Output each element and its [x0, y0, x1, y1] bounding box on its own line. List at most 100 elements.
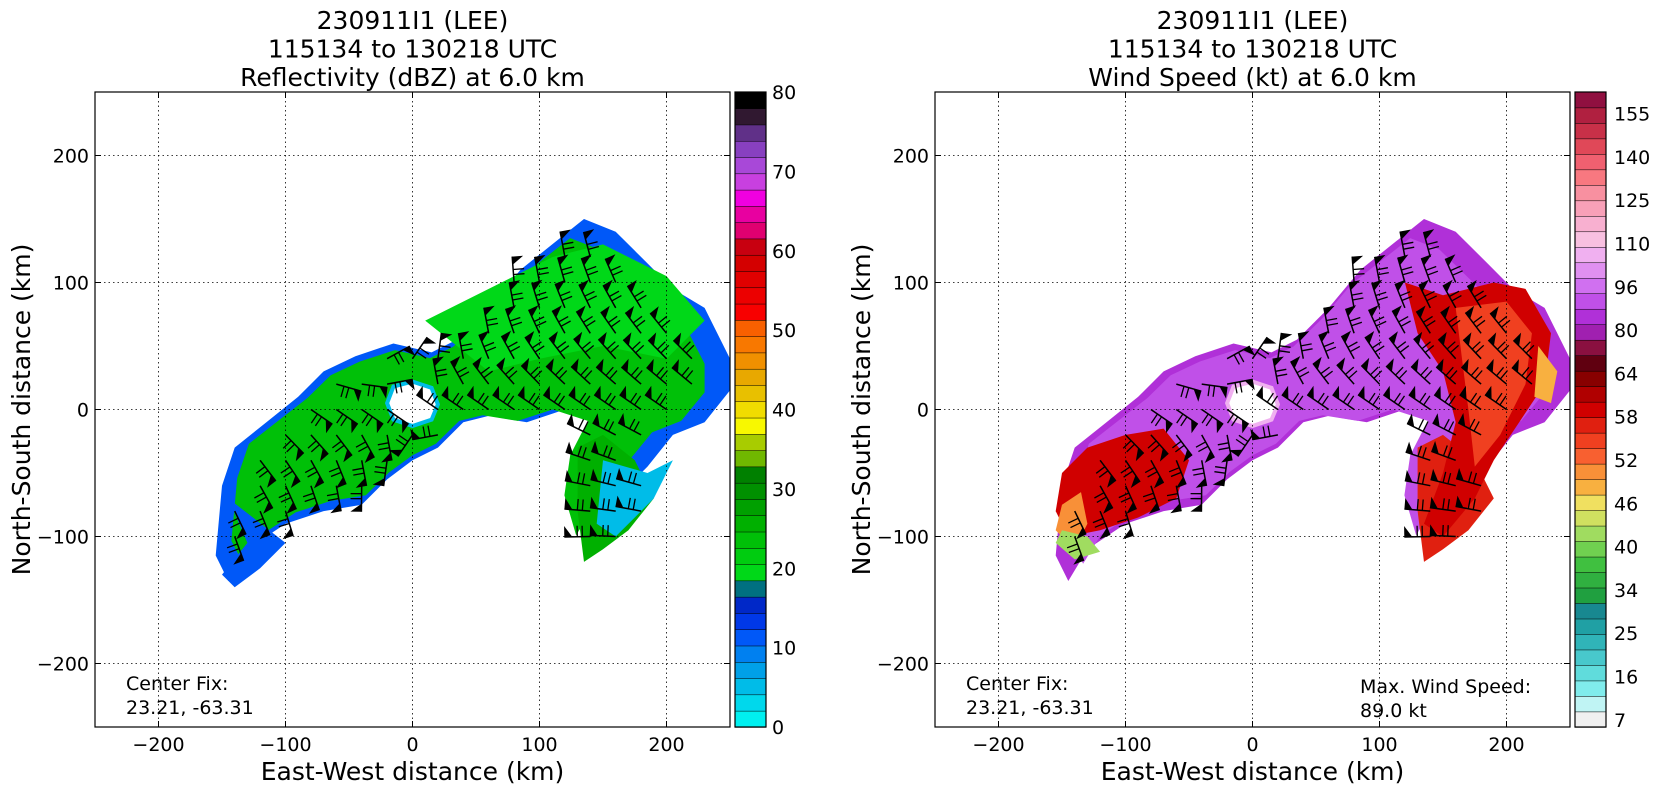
colorbar-segment [1574, 556, 1607, 573]
wind-barb [589, 496, 616, 512]
wind-barb [1364, 331, 1385, 360]
wind-barb [1175, 408, 1199, 434]
wind-barb [1457, 413, 1482, 436]
wind-barb [1226, 408, 1250, 434]
colorbar-segment [734, 629, 767, 647]
wind-barb [1360, 357, 1383, 385]
colorbar-segment [1574, 153, 1607, 171]
wind-barbs [226, 229, 695, 565]
wind-barb [1357, 385, 1380, 411]
colorbar-segment [734, 222, 767, 240]
wind-barb [1511, 359, 1534, 385]
wind-barb [565, 441, 591, 462]
wind-barb [1340, 330, 1361, 360]
chart-title-line: 230911I1 (LEE) [317, 6, 509, 35]
colorbar-segment [734, 238, 767, 256]
wind-barb [496, 357, 518, 385]
colorbar-segment [1574, 649, 1607, 666]
wind-barb [580, 254, 599, 283]
colorbar-segment [1574, 401, 1607, 418]
colorbar-tick-label: 80 [1614, 320, 1638, 342]
wind-barb [573, 331, 595, 360]
colorbar-tick-label: 155 [1614, 104, 1650, 126]
chart-title-line: 230911I1 (LEE) [1157, 6, 1349, 35]
colorbar-tick-label: 64 [1614, 363, 1638, 385]
wind-barb [350, 485, 363, 512]
x-tick-label: 100 [521, 734, 557, 756]
colorbar-segment [734, 189, 767, 207]
colorbar-segment [734, 270, 767, 289]
wind-barb [352, 460, 368, 488]
colorbar-segment [1574, 416, 1607, 434]
wind-barb [1318, 330, 1337, 359]
x-axis-label: East-West distance (km) [261, 757, 565, 786]
wind-barb [1166, 485, 1182, 514]
colorbar-segment [734, 547, 767, 565]
wind-barb [1120, 459, 1141, 488]
wind-barb [1150, 408, 1173, 434]
wind-barb [620, 358, 643, 385]
wind-barb [1176, 383, 1202, 402]
wind-barb [647, 332, 670, 360]
wind-barb [1440, 305, 1461, 334]
wind-barb [564, 498, 591, 512]
colorbar-frame [1574, 91, 1607, 728]
wind-barb [457, 331, 473, 359]
colorbar-segment [734, 466, 767, 484]
colorbar-segment [1574, 169, 1607, 186]
wind-barb [1373, 254, 1389, 283]
wind-barb [602, 279, 622, 309]
wind-barb [386, 408, 410, 434]
colorbar-tick-label: 60 [772, 241, 796, 263]
colorbar-segment [1574, 571, 1607, 589]
wind-barb [615, 495, 642, 512]
colorbar-segment [734, 108, 767, 126]
wind-barb [568, 385, 591, 411]
wind-barb [600, 305, 621, 334]
wind-barb [415, 385, 439, 411]
data-field [1055, 219, 1570, 581]
y-axis-label: North-South distance (km) [847, 244, 876, 576]
wind-barb [410, 425, 439, 441]
wind-barb [554, 279, 573, 309]
wind-barb [566, 413, 591, 436]
colorbar-segment [1574, 525, 1607, 542]
x-tick-label: −100 [259, 734, 311, 756]
colorbar-tick-label: 40 [772, 400, 796, 422]
wind-barb [1094, 485, 1114, 514]
wind-barb [1297, 331, 1313, 359]
wind-barb [478, 330, 497, 359]
wind-barb [626, 280, 647, 309]
wind-max-east-inner [1455, 301, 1532, 467]
colorbar-segment [1574, 184, 1607, 202]
wind-barb [361, 408, 384, 434]
colorbar: 7 16 25 34 40 46 52 58 64 80 96 110 125 140 155 [1574, 91, 1650, 732]
colorbar-segment [734, 319, 767, 337]
wind-barb [441, 385, 464, 411]
wind-barb [1272, 356, 1288, 385]
center-fix-annotation: 23.21, -63.31 [966, 697, 1094, 719]
y-tick-label: 0 [77, 400, 89, 422]
colorbar-segment [1574, 231, 1607, 248]
colorbar-tick-label: 10 [772, 638, 796, 660]
colorbar-segment [734, 156, 767, 175]
wind-barb [307, 434, 329, 462]
wind-barb [649, 306, 671, 334]
colorbar-segment [734, 287, 767, 305]
wind-barb [1251, 336, 1277, 360]
wind-barb [226, 536, 245, 565]
colorbar-tick-label: 125 [1614, 190, 1650, 212]
echo-region-southeast [596, 460, 673, 537]
max-wind-annotation: Max. Wind Speed: [1360, 676, 1531, 698]
wind-barb [1323, 305, 1339, 334]
colorbar-tick-label: 110 [1614, 234, 1650, 256]
wind-barb [335, 408, 359, 434]
wind-barb [304, 459, 325, 489]
wind-barb [1368, 305, 1387, 334]
y-tick-label: −100 [877, 527, 929, 549]
wind-barb [597, 332, 620, 360]
wind-barbs [1066, 229, 1535, 565]
wind-barb [1391, 305, 1411, 334]
wind-barb [483, 305, 499, 334]
colorbar-segment [1574, 509, 1607, 527]
